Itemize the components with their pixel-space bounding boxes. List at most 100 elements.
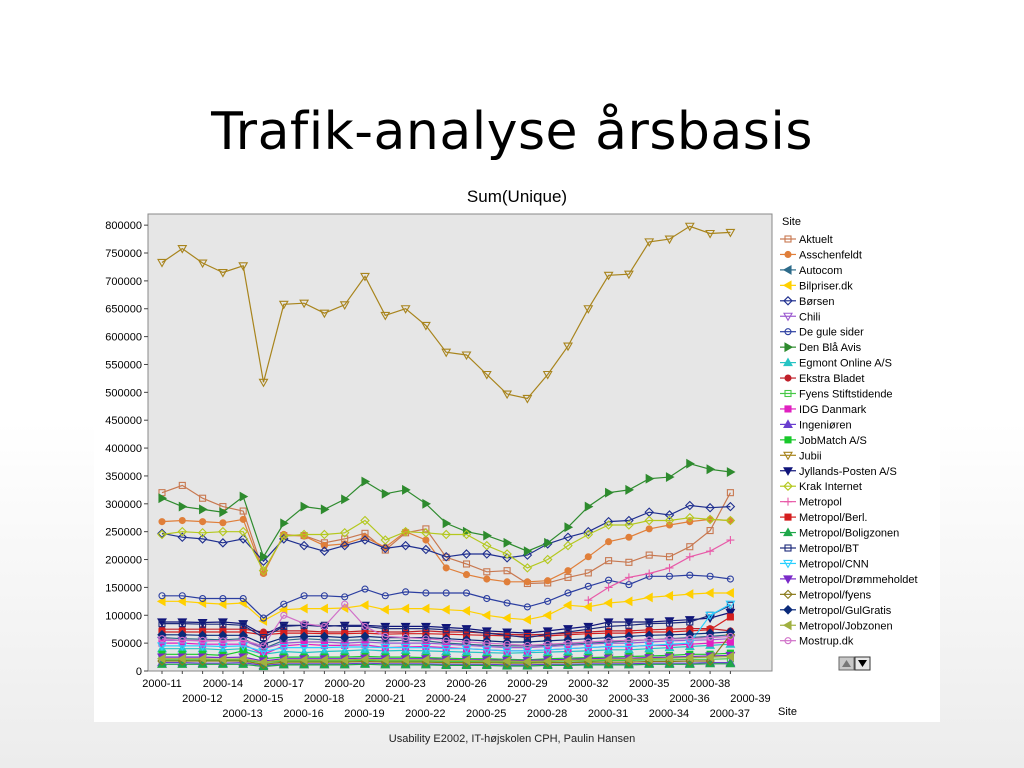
legend-item[interactable]: Metropol/CNN [780,558,869,570]
data-point [380,604,389,615]
legend-item[interactable]: JobMatch A/S [780,435,867,447]
y-tick-label: 300000 [105,499,142,511]
data-point [665,635,674,643]
series-metropol-jobzonen [156,651,734,668]
data-point [157,642,167,652]
data-point [725,627,736,637]
x-tick-label: 2000-20 [325,678,365,690]
legend-item[interactable]: Chili [780,311,820,323]
data-point [177,629,188,640]
data-point [339,632,350,643]
data-point [441,529,451,540]
legend-item[interactable]: Ingeniøren [780,419,852,431]
x-tick-label: 2000-24 [426,693,466,705]
data-point [217,268,228,278]
data-point [157,529,167,540]
data-point [503,567,511,575]
data-point [158,493,168,504]
data-point [686,635,694,643]
data-point [503,640,511,648]
series-metropol [584,536,735,605]
legend-swatch-marker [784,374,792,382]
legend-label: IDG Danmark [799,404,867,416]
data-point [178,501,188,512]
data-point [726,467,736,477]
legend-item[interactable]: Egmont Online A/S [780,357,892,370]
legend-item[interactable]: Bilpriser.dk [780,280,853,292]
data-point [319,644,330,653]
data-point [177,596,186,607]
data-point [239,507,247,515]
legend-swatch-marker [783,419,793,428]
legend-item[interactable]: Den Blå Avis [780,342,862,354]
legend-item[interactable]: Metropol/GulGratis [780,605,892,617]
legend-item[interactable]: Metropol/BT [780,543,859,555]
legend-item[interactable]: Autocom [780,265,842,277]
data-point [542,370,553,380]
data-point [664,510,675,520]
series-krak-internet [157,512,736,576]
data-point [482,636,492,646]
legend-item[interactable]: Aktuelt [780,234,833,246]
legend-item[interactable]: Jyllands-Posten A/S [780,466,897,478]
x-tick-label: 2000-28 [527,708,567,720]
legend-item[interactable]: Metropol/fyens [780,589,872,601]
data-point [319,529,330,540]
data-point [157,528,167,539]
legend-item[interactable]: Krak Internet [780,481,862,493]
data-point [380,535,391,545]
legend-scroll-down-button[interactable] [854,656,871,671]
legend-item[interactable]: Børsen [780,296,834,308]
data-point [583,529,594,540]
data-point [523,641,531,649]
legend-swatch-marker [783,357,793,367]
legend-item[interactable]: Metropol [780,497,842,509]
legend-item[interactable]: Metropol/Jobzonen [780,620,893,632]
data-point [360,643,370,653]
data-point [706,547,715,556]
legend-label: Metropol/fyens [799,589,872,601]
legend-item[interactable]: De gule sider [780,327,864,339]
data-point [664,640,675,650]
data-point [420,654,430,665]
x-tick-label: 2000-37 [710,708,750,720]
data-point [320,592,328,600]
data-point [178,516,186,525]
legend-item[interactable]: Asschenfeldt [780,249,862,261]
data-point [645,473,655,484]
legend-item[interactable]: Fyens Stiftstidende [780,389,893,401]
legend-swatch-marker [782,620,792,631]
data-point [726,632,734,640]
legend-item[interactable]: IDG Danmark [780,404,867,416]
y-axis: 0 50000 100000 150000 200000 250000 300000 3500… [105,220,148,678]
data-point [421,528,431,538]
data-point [483,629,491,637]
legend-scroll-up-button[interactable] [838,656,855,671]
data-point [583,622,594,632]
data-point [481,610,491,621]
data-point [359,600,369,611]
legend-item[interactable]: Metropol/Boligzonen [780,527,899,540]
data-point [178,592,186,600]
data-point [197,630,208,641]
data-point [725,515,736,526]
data-point [381,632,389,640]
legend-item[interactable]: Metropol/Berl. [780,512,867,524]
sum-unique-line-chart: Sum(Unique) 0 50000 100000 150000 200000 2500… [105,187,918,720]
data-point [219,620,227,628]
x-tick-label: 2000-38 [690,678,730,690]
x-tick-label: 2000-16 [283,708,323,720]
legend-item[interactable]: Ekstra Bladet [780,373,864,385]
legend-item[interactable]: Mostrup.dk [780,636,854,648]
legend-item[interactable]: Jubii [780,450,822,462]
data-point [361,476,371,487]
legend-item[interactable]: Metropol/Drømmeholdet [780,574,918,586]
data-point [644,238,655,247]
series-line [162,574,731,619]
data-point [239,515,247,523]
data-point [564,567,572,575]
data-point [462,571,471,579]
data-point [280,600,288,608]
data-point [420,644,431,653]
legend-swatch-marker [783,312,793,322]
